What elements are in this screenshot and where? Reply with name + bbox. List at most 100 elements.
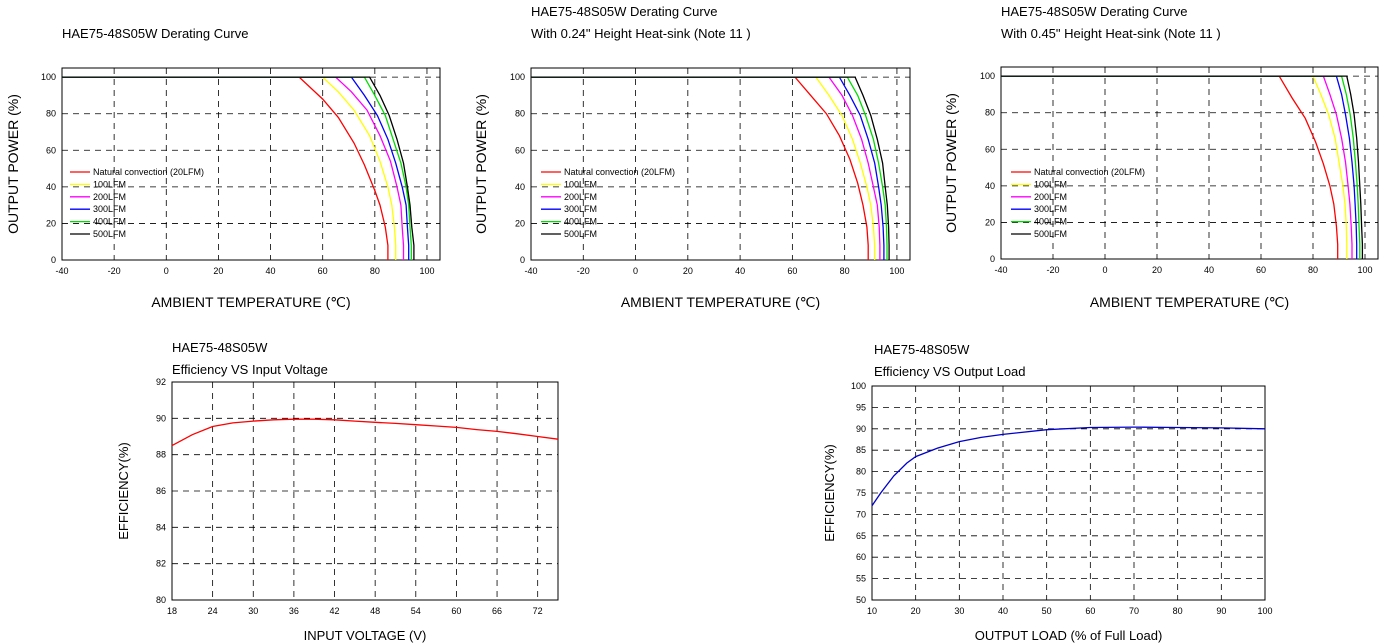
x-tick-label: 10 bbox=[867, 606, 877, 616]
x-tick-label: 42 bbox=[330, 606, 340, 616]
y-tick-label: 0 bbox=[990, 254, 995, 264]
y-tick-label: 84 bbox=[156, 522, 166, 532]
x-tick-label: 90 bbox=[1216, 606, 1226, 616]
x-tick-label: 20 bbox=[911, 606, 921, 616]
legend-entry: 300LFM bbox=[93, 204, 126, 214]
y-tick-label: 90 bbox=[856, 424, 866, 434]
legend-entry: 300LFM bbox=[564, 204, 597, 214]
series-line-2 bbox=[531, 76, 876, 260]
chart-derating-basic: -40 -20 0 20 40 60 80 100 0 20 40 60 80 100 Natural co… bbox=[5, 26, 441, 310]
legend-entry: 500LFM bbox=[93, 229, 126, 239]
y-tick-label: 80 bbox=[985, 108, 995, 118]
chart-efficiency-vs-output-load: 10 20 30 40 50 60 70 80 90 100 50 55 60 65 70 75 80 85 90 9… bbox=[822, 342, 1273, 643]
x-tick-label: 48 bbox=[370, 606, 380, 616]
x-tick-label: 40 bbox=[735, 266, 745, 276]
y-axis-label: OUTPUT POWER (%) bbox=[943, 93, 959, 233]
y-tick-label: 100 bbox=[851, 381, 866, 391]
x-tick-label: 80 bbox=[1308, 265, 1318, 275]
chart-title: With 0.45" Height Heat-sink (Note 11 ) bbox=[1001, 26, 1221, 41]
y-tick-label: 20 bbox=[46, 218, 56, 228]
x-tick-label: 100 bbox=[889, 266, 904, 276]
y-tick-label: 40 bbox=[46, 182, 56, 192]
x-tick-label: -40 bbox=[994, 265, 1007, 275]
y-tick-label: 50 bbox=[856, 595, 866, 605]
x-tick-label: 20 bbox=[213, 266, 223, 276]
legend-entry: 100LFM bbox=[93, 179, 126, 189]
x-tick-label: 20 bbox=[683, 266, 693, 276]
series-line-4 bbox=[531, 76, 885, 260]
legend-entry: 200LFM bbox=[93, 192, 126, 202]
plot-frame bbox=[1000, 66, 1379, 260]
legend-entry: 500LFM bbox=[1034, 229, 1067, 239]
x-tick-label: -20 bbox=[1046, 265, 1059, 275]
x-tick-label: 80 bbox=[840, 266, 850, 276]
plot-frame bbox=[871, 385, 1266, 601]
y-tick-label: 40 bbox=[515, 182, 525, 192]
x-tick-label: 100 bbox=[1257, 606, 1272, 616]
y-axis-label: OUTPUT POWER (%) bbox=[473, 94, 489, 234]
y-tick-label: 92 bbox=[156, 377, 166, 387]
y-tick-label: 55 bbox=[856, 574, 866, 584]
series-line-4 bbox=[1001, 75, 1358, 259]
plot-frame bbox=[61, 67, 441, 261]
y-tick-label: 40 bbox=[985, 181, 995, 191]
y-tick-label: 86 bbox=[156, 486, 166, 496]
chart-title: With 0.24" Height Heat-sink (Note 11 ) bbox=[531, 26, 751, 41]
y-tick-label: 88 bbox=[156, 450, 166, 460]
series-line-5 bbox=[531, 76, 888, 260]
chart-derating-heatsink-024: -40 -20 0 20 40 60 80 100 0 20 40 60 80 100 Natural co… bbox=[473, 4, 911, 310]
y-tick-label: 75 bbox=[856, 488, 866, 498]
legend-entry: 400LFM bbox=[564, 217, 597, 227]
x-tick-label: 54 bbox=[411, 606, 421, 616]
x-tick-label: 60 bbox=[787, 266, 797, 276]
chart-title: HAE75-48S05W bbox=[874, 342, 970, 357]
x-tick-label: 18 bbox=[167, 606, 177, 616]
x-tick-label: 0 bbox=[164, 266, 169, 276]
chart-title: Efficiency VS Output Load bbox=[874, 364, 1026, 379]
x-axis-label: AMBIENT TEMPERATURE (℃) bbox=[151, 294, 350, 310]
series-line-6 bbox=[531, 76, 890, 260]
y-tick-label: 90 bbox=[156, 413, 166, 423]
series-line-5 bbox=[1001, 75, 1361, 259]
x-tick-label: 72 bbox=[533, 606, 543, 616]
legend-entry: 200LFM bbox=[1034, 192, 1067, 202]
series-line-1 bbox=[62, 76, 389, 260]
x-tick-label: 40 bbox=[266, 266, 276, 276]
y-axis-label: EFFICIENCY(%) bbox=[116, 442, 131, 540]
x-tick-label: 30 bbox=[954, 606, 964, 616]
x-tick-label: 60 bbox=[318, 266, 328, 276]
x-tick-label: 60 bbox=[451, 606, 461, 616]
y-tick-label: 60 bbox=[46, 145, 56, 155]
x-tick-label: 70 bbox=[1129, 606, 1139, 616]
x-tick-label: 24 bbox=[208, 606, 218, 616]
legend-entry: 400LFM bbox=[1034, 217, 1067, 227]
series-line-3 bbox=[531, 76, 881, 260]
chart-title: HAE75-48S05W Derating Curve bbox=[62, 26, 248, 41]
y-tick-label: 85 bbox=[856, 445, 866, 455]
y-tick-label: 20 bbox=[985, 217, 995, 227]
x-tick-label: 0 bbox=[633, 266, 638, 276]
x-tick-label: 0 bbox=[1102, 265, 1107, 275]
x-tick-label: 100 bbox=[419, 266, 434, 276]
chart-title: HAE75-48S05W Derating Curve bbox=[531, 4, 717, 19]
y-tick-label: 80 bbox=[856, 467, 866, 477]
y-tick-label: 100 bbox=[41, 72, 56, 82]
legend-entry: 100LFM bbox=[1034, 179, 1067, 189]
legend-entry: Natural convection (20LFM) bbox=[564, 167, 675, 177]
chart-efficiency-vs-input-voltage: 18 24 30 36 42 48 54 60 66 72 80 82 84 86 88 90 92 HAE75-… bbox=[116, 340, 559, 643]
x-tick-label: 30 bbox=[248, 606, 258, 616]
x-tick-label: -20 bbox=[108, 266, 121, 276]
y-tick-label: 60 bbox=[515, 145, 525, 155]
x-axis-label: INPUT VOLTAGE (V) bbox=[304, 628, 427, 643]
y-tick-label: 65 bbox=[856, 531, 866, 541]
y-tick-label: 0 bbox=[51, 255, 56, 265]
x-tick-label: 50 bbox=[1042, 606, 1052, 616]
series-line-6 bbox=[62, 76, 415, 260]
y-tick-label: 20 bbox=[515, 218, 525, 228]
y-tick-label: 80 bbox=[46, 109, 56, 119]
legend-entry: Natural convection (20LFM) bbox=[1034, 167, 1145, 177]
series-line-4 bbox=[62, 76, 410, 260]
y-tick-label: 100 bbox=[510, 72, 525, 82]
y-tick-label: 80 bbox=[156, 595, 166, 605]
x-tick-label: 40 bbox=[998, 606, 1008, 616]
